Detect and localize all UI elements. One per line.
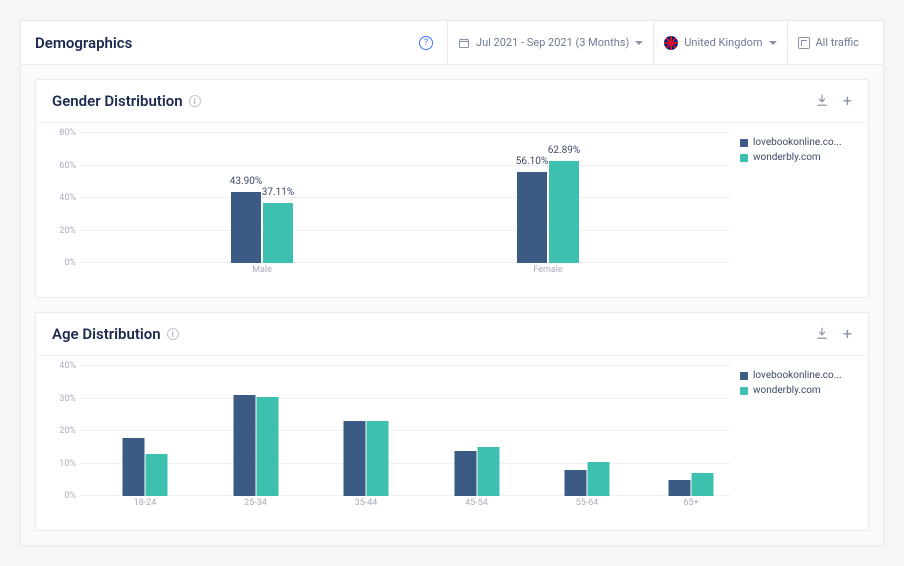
bar-group xyxy=(123,438,168,497)
x-axis-label: 65+ xyxy=(683,498,698,508)
legend-label: wonderbly.com xyxy=(753,385,821,396)
bar-group xyxy=(233,395,278,496)
date-range-text: Jul 2021 - Sep 2021 (3 Months) xyxy=(476,36,629,49)
bar[interactable]: 37.11% xyxy=(263,203,293,263)
x-axis-label: Female xyxy=(533,265,562,275)
download-icon[interactable] xyxy=(815,326,829,343)
y-axis-label: 10% xyxy=(52,459,76,469)
legend-item[interactable]: wonderbly.com xyxy=(740,385,852,396)
calendar-icon xyxy=(458,37,470,49)
bar[interactable] xyxy=(367,421,389,496)
y-axis-label: 20% xyxy=(52,426,76,436)
legend-label: wonderbly.com xyxy=(753,152,821,163)
bar-group xyxy=(344,421,389,496)
country-selector[interactable]: United Kingdom xyxy=(653,21,786,64)
panel-header: Age Distribution i + xyxy=(36,313,868,356)
y-axis-label: 20% xyxy=(52,226,76,236)
bar[interactable] xyxy=(256,397,278,496)
legend-swatch xyxy=(740,387,748,395)
y-axis-label: 30% xyxy=(52,394,76,404)
panel-title: Gender Distribution i xyxy=(52,92,201,110)
panel-body: 0%20%40%60%80%43.90%37.11%56.10%62.89%Ma… xyxy=(36,123,868,297)
y-axis-label: 0% xyxy=(52,258,76,268)
panel-header: Gender Distribution i + xyxy=(36,80,868,123)
age-distribution-panel: Age Distribution i + 0% 10% 20% 30% 40% 18-24… xyxy=(35,312,869,531)
x-axis-label: 18-24 xyxy=(134,498,157,508)
bar[interactable] xyxy=(454,451,476,497)
chart-row: 0%20%40%60%80%43.90%37.11%56.10%62.89%Ma… xyxy=(52,133,852,281)
bar-value-label: 56.10% xyxy=(516,156,548,167)
chart-legend: lovebookonline.co... wonderbly.com xyxy=(730,366,852,514)
bar-group xyxy=(454,447,499,496)
info-icon[interactable]: i xyxy=(167,328,179,340)
legend-swatch xyxy=(740,139,748,147)
x-axis-label: 35-44 xyxy=(355,498,378,508)
bar-group: 43.90%37.11% xyxy=(231,192,293,263)
panel-actions: + xyxy=(815,326,852,343)
y-axis-label: 40% xyxy=(52,361,76,371)
uk-flag-icon xyxy=(664,36,678,50)
bar[interactable] xyxy=(146,454,168,496)
legend-swatch xyxy=(740,154,748,162)
gender-distribution-panel: Gender Distribution i + 0% 20% 40% 60% 80% 43… xyxy=(35,79,869,298)
bar[interactable] xyxy=(123,438,145,497)
bar[interactable] xyxy=(692,473,714,496)
add-icon[interactable]: + xyxy=(843,93,852,110)
traffic-filter-icon xyxy=(798,37,810,49)
info-icon[interactable]: i xyxy=(189,95,201,107)
top-bar-controls: Jul 2021 - Sep 2021 (3 Months) United Ki… xyxy=(447,21,869,64)
add-icon[interactable]: + xyxy=(843,326,852,343)
gender-chart: 0%20%40%60%80%43.90%37.11%56.10%62.89%Ma… xyxy=(52,133,730,281)
y-axis-label: 0% xyxy=(52,491,76,501)
bar[interactable]: 56.10% xyxy=(517,172,547,263)
panel-body: 0% 10% 20% 30% 40% 18-24 25-34 35-44 45-54 55-64 6… xyxy=(36,356,868,530)
bar-group xyxy=(669,473,714,496)
y-axis-label: 60% xyxy=(52,161,76,171)
page-title: Demographics xyxy=(35,34,132,52)
traffic-filter-text: All traffic xyxy=(816,36,860,49)
legend-item[interactable]: lovebookonline.co... xyxy=(740,137,852,148)
y-axis-label: 40% xyxy=(52,193,76,203)
bar[interactable] xyxy=(233,395,255,496)
x-axis-label: 25-34 xyxy=(244,498,267,508)
legend-item[interactable]: wonderbly.com xyxy=(740,152,852,163)
bar-value-label: 37.11% xyxy=(262,187,294,198)
bar[interactable] xyxy=(588,462,610,496)
age-chart: 0%10%20%30%40%18-2425-3435-4445-5455-646… xyxy=(52,366,730,514)
bar-value-label: 62.89% xyxy=(548,145,580,156)
download-icon[interactable] xyxy=(815,93,829,110)
legend-label: lovebookonline.co... xyxy=(753,370,842,381)
bar[interactable] xyxy=(477,447,499,496)
chevron-down-icon xyxy=(635,41,643,45)
chart-row: 0%10%20%30%40%18-2425-3435-4445-5455-646… xyxy=(52,366,852,514)
chevron-down-icon xyxy=(769,41,777,45)
bar[interactable] xyxy=(669,480,691,496)
x-axis-label: 55-64 xyxy=(576,498,599,508)
x-axis-label: 45-54 xyxy=(465,498,488,508)
x-axis-label: Male xyxy=(252,265,272,275)
top-bar: Demographics ? Jul 2021 - Sep 2021 (3 Mo… xyxy=(21,21,883,65)
page-container: Demographics ? Jul 2021 - Sep 2021 (3 Mo… xyxy=(20,20,884,546)
help-icon[interactable]: ? xyxy=(419,36,433,50)
date-range-selector[interactable]: Jul 2021 - Sep 2021 (3 Months) xyxy=(447,21,653,64)
chart-legend: lovebookonline.co... wonderbly.com xyxy=(730,133,852,281)
bar[interactable] xyxy=(565,470,587,496)
traffic-filter-selector[interactable]: All traffic xyxy=(787,21,870,64)
y-axis-label: 80% xyxy=(52,128,76,138)
legend-label: lovebookonline.co... xyxy=(753,137,842,148)
panel-actions: + xyxy=(815,93,852,110)
panel-title: Age Distribution i xyxy=(52,325,179,343)
legend-item[interactable]: lovebookonline.co... xyxy=(740,370,852,381)
country-text: United Kingdom xyxy=(684,36,762,49)
bar[interactable]: 43.90% xyxy=(231,192,261,263)
legend-swatch xyxy=(740,372,748,380)
bar[interactable]: 62.89% xyxy=(549,161,579,263)
panel-title-text: Gender Distribution xyxy=(52,92,183,110)
bar[interactable] xyxy=(344,421,366,496)
bar-group xyxy=(565,462,610,496)
bar-value-label: 43.90% xyxy=(230,176,262,187)
bar-group: 56.10%62.89% xyxy=(517,161,579,263)
panel-title-text: Age Distribution xyxy=(52,325,161,343)
